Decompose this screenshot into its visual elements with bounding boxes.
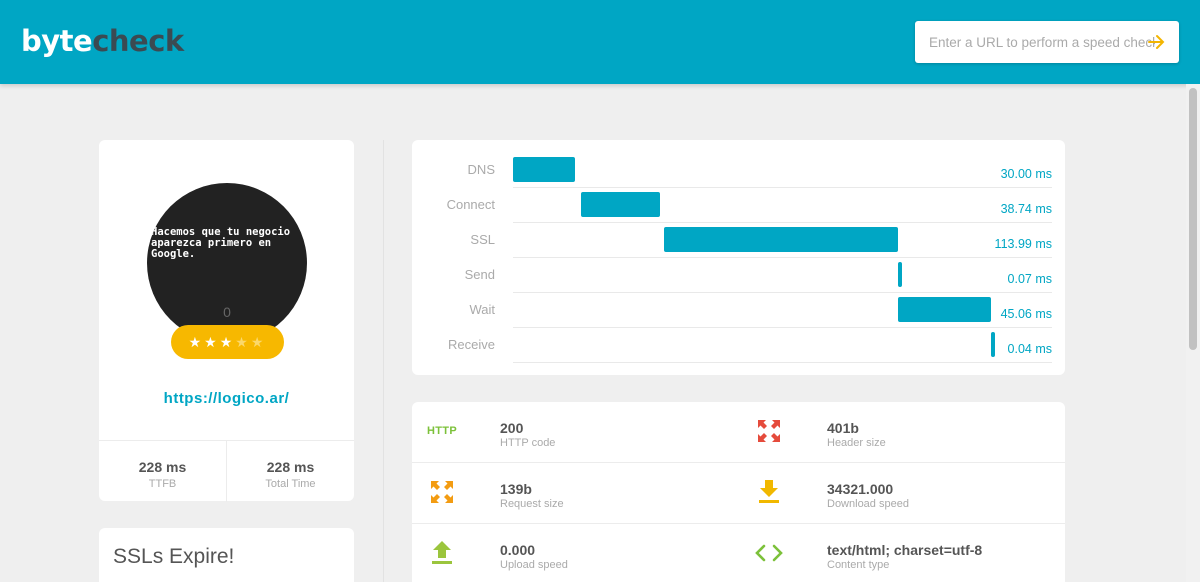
timing-row-divider [513,327,1052,328]
timing-bar [898,262,903,287]
metric-value: 139b [500,481,532,497]
site-summary-card: Hacemos que tu negocio aparezca primero … [99,140,354,502]
ssl-title: SSLs Expire! [113,545,235,568]
timing-bar [898,297,991,322]
download-icon [754,479,784,505]
site-thumbnail: Hacemos que tu negocio aparezca primero … [147,183,307,343]
timing-label: Receive [448,337,495,352]
metric-request-size: 139b Request size [427,463,727,524]
metric-value: 34321.000 [827,481,894,497]
metric-http-code: HTTP 200 HTTP code [427,402,727,463]
star-icon: ★ [235,334,251,350]
site-url-link[interactable]: https://logico.ar/ [163,390,290,407]
expand-icon [754,418,784,444]
timing-bar [580,192,661,217]
header: bytecheck [0,0,1200,84]
metric-label: Content type [827,559,890,571]
stat-total-time: 228 ms Total Time [226,441,354,502]
scrollbar-thumb[interactable] [1189,88,1197,350]
metric-header-size: 401b Header size [754,402,1054,463]
metrics-row: HTTP 200 HTTP code 401b Header size [412,402,1065,463]
metric-label: Download speed [827,498,909,510]
timing-row-receive: Receive 0.04 ms [412,328,1065,363]
metric-value: 0.000 [500,542,536,558]
star-icon: ★ [250,334,267,350]
timing-value: 38.74 ms [1000,202,1052,216]
timing-value: 45.06 ms [1000,307,1052,321]
timing-value: 30.00 ms [1000,167,1052,181]
timing-row-divider [513,257,1052,258]
timing-row-wait: Wait 45.06 ms [412,293,1065,328]
http-icon: HTTP [427,425,457,437]
stat-label: Total Time [265,478,316,490]
timing-row-divider [513,362,1052,363]
timing-row-divider [513,187,1052,188]
timing-label: DNS [467,162,495,177]
stat-label: TTFB [148,478,177,490]
metric-value: 200 [500,420,524,436]
column-divider [383,140,384,582]
metric-label: Header size [827,437,886,449]
timing-row-dns: DNS 30.00 ms [412,153,1065,188]
stat-value: 228 ms [266,459,315,475]
timing-waterfall: DNS 30.00 ms Connect 38.74 ms SSL 113.99 ms Se… [412,140,1065,375]
url-input[interactable] [915,21,1155,63]
timing-value: 113.99 ms [994,237,1052,251]
scrollbar[interactable] [1186,84,1200,582]
logo-part-byte: byte [21,24,93,58]
expand-icon [427,479,457,505]
thumbnail-text: Hacemos que tu negocio aparezca primero … [151,226,291,260]
metric-value: text/html; charset=utf-8 [827,542,983,558]
metrics-row: 139b Request size 34321.000 Download speed [412,463,1065,524]
logo-part-check: check [92,24,184,58]
stat-value: 228 ms [138,459,187,475]
star-icon: ★ [219,334,236,350]
thumbnail-count: 0 [223,304,231,320]
timing-row-ssl: SSL 113.99 ms [412,223,1065,258]
timing-row-divider [513,292,1052,293]
timing-row-divider [513,222,1052,223]
star-rating: ★★★★★ [171,325,284,359]
metric-upload-speed: 0.000 Upload speed [427,524,727,582]
upload-icon [427,540,457,566]
metric-value: 401b [827,420,859,436]
timing-bar [990,332,995,357]
metric-content-type: text/html; charset=utf-8 Content type [754,524,1054,582]
timing-row-send: Send 0.07 ms [412,258,1065,293]
timing-row-connect: Connect 38.74 ms [412,188,1065,223]
metric-label: Request size [500,498,564,510]
timing-bar [664,227,899,252]
metrics-row: 0.000 Upload speed text/html; charset=utf-… [412,524,1065,582]
timing-label: Send [464,267,495,282]
timing-bar [513,157,575,182]
logo[interactable]: bytecheck [21,24,184,58]
arrow-right-icon[interactable] [1147,32,1167,52]
star-icon: ★ [188,334,205,350]
metric-label: Upload speed [500,559,568,571]
timing-stats: 228 ms TTFB 228 ms Total Time [99,440,354,502]
code-icon [754,540,784,566]
star-icon: ★ [204,334,220,350]
timing-value: 0.04 ms [1007,342,1052,356]
url-search-box [915,21,1179,63]
metrics-card: HTTP 200 HTTP code 401b Header size 139b Reque… [412,402,1065,582]
timing-value: 0.07 ms [1007,272,1052,286]
timing-label: Connect [446,197,495,212]
stat-ttfb: 228 ms TTFB [99,441,226,502]
metric-label: HTTP code [500,437,556,449]
timing-label: Wait [469,302,495,317]
timing-label: SSL [470,232,495,247]
ssl-card: SSLs Expire! [99,528,354,582]
metric-download-speed: 34321.000 Download speed [754,463,1054,524]
